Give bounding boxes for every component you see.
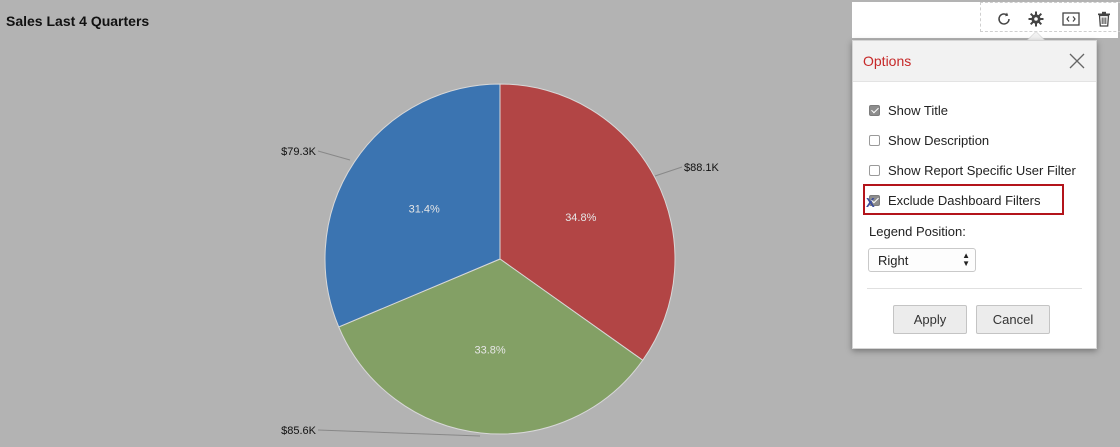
- pie-slice[interactable]: [499, 83, 676, 361]
- leader-line: [317, 150, 351, 161]
- show-report-user-filter-label: Show Report Specific User Filter: [888, 162, 1076, 178]
- pie-slice[interactable]: [324, 83, 501, 328]
- options-panel-header: Options: [853, 41, 1096, 82]
- cursor-x-icon: X: [866, 194, 875, 210]
- refresh-icon[interactable]: [993, 8, 1015, 30]
- pie-chart: 34.8% $88.1K 33.8% $85.6K 31.4% $79.3K: [281, 83, 720, 437]
- apply-button[interactable]: Apply: [893, 305, 967, 334]
- cancel-button[interactable]: Cancel: [976, 305, 1050, 334]
- exclude-dashboard-filters-option[interactable]: X Exclude Dashboard Filters: [866, 190, 1041, 210]
- gear-icon[interactable]: [1025, 8, 1047, 30]
- widget-toolbar: [852, 2, 1120, 40]
- options-panel-title: Options: [863, 53, 912, 69]
- highlight-box: [863, 184, 1064, 215]
- slice-value-label: $79.3K: [281, 146, 317, 158]
- show-report-user-filter-option[interactable]: Show Report Specific User Filter: [869, 160, 1076, 180]
- exclude-dashboard-filters-checkbox[interactable]: X: [866, 194, 880, 210]
- legend-position-select[interactable]: Right ▲ ▼: [868, 248, 976, 272]
- slice-value-label: $88.1K: [684, 162, 720, 174]
- chart-title: Sales Last 4 Quarters: [6, 13, 150, 29]
- panel-pointer: [1027, 31, 1045, 40]
- show-description-option[interactable]: Show Description: [869, 130, 989, 150]
- leader-line: [317, 429, 481, 437]
- select-arrows-icon: ▲ ▼: [962, 251, 970, 268]
- embed-icon[interactable]: [1060, 8, 1082, 30]
- show-title-label: Show Title: [888, 102, 948, 118]
- show-description-checkbox[interactable]: [869, 134, 880, 146]
- show-report-user-filter-checkbox[interactable]: [869, 164, 880, 176]
- show-title-option[interactable]: Show Title: [869, 100, 948, 120]
- exclude-dashboard-filters-label: Exclude Dashboard Filters: [888, 192, 1041, 208]
- slice-percent-label: 33.8%: [474, 345, 505, 357]
- toolbar-icon-group: [980, 2, 1120, 32]
- show-description-label: Show Description: [888, 132, 990, 148]
- legend-position-label: Legend Position:: [869, 224, 966, 239]
- slice-percent-label: 31.4%: [409, 204, 440, 216]
- pie-slice[interactable]: [338, 258, 644, 435]
- trash-icon[interactable]: [1093, 8, 1115, 30]
- close-icon[interactable]: [1068, 52, 1086, 70]
- slice-value-label: $85.6K: [281, 425, 317, 437]
- slice-percent-label: 34.8%: [565, 212, 596, 224]
- divider: [867, 288, 1082, 289]
- leader-line: [654, 166, 683, 177]
- legend-position-value: Right: [878, 253, 909, 268]
- options-panel: Options Show Title Show Description Show…: [852, 40, 1097, 349]
- show-title-checkbox[interactable]: [869, 104, 880, 116]
